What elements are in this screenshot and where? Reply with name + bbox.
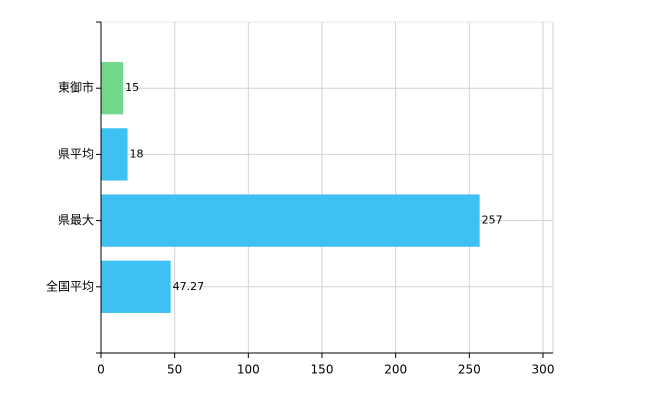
y-tick-label: 全国平均 (46, 278, 94, 293)
value-label: 18 (130, 147, 144, 160)
x-tick-label: 250 (458, 363, 481, 377)
bar (101, 260, 171, 313)
x-tick-label: 0 (97, 363, 105, 377)
value-label: 15 (125, 81, 139, 94)
y-tick-label: 県最大 (58, 213, 94, 227)
bar (101, 194, 480, 247)
y-tick-label: 県平均 (58, 147, 94, 161)
value-label: 47.27 (173, 280, 205, 293)
x-tick-label: 200 (384, 363, 407, 377)
x-tick-label: 50 (167, 363, 182, 377)
x-tick-label: 150 (311, 363, 334, 377)
x-tick-label: 100 (237, 363, 260, 377)
bar (101, 62, 124, 115)
bar (101, 128, 128, 181)
y-tick-label: 東御市 (58, 80, 94, 95)
value-label: 257 (482, 214, 503, 227)
x-tick-label: 300 (532, 363, 555, 377)
